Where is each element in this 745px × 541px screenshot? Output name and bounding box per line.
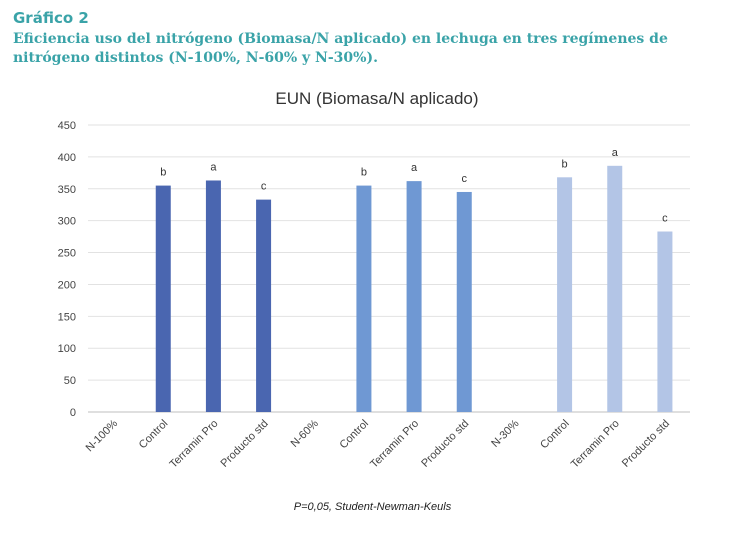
significance-letter: c — [462, 173, 468, 185]
bar — [607, 165, 623, 412]
bars — [155, 165, 673, 412]
bar — [356, 185, 372, 412]
y-tick-label: 200 — [58, 279, 76, 291]
y-tick-label: 400 — [58, 152, 76, 164]
figure-label: Gráfico 2 — [13, 9, 89, 27]
figure-caption: Eficiencia uso del nitrógeno (Biomasa/N … — [13, 31, 668, 66]
significance-letter: b — [361, 167, 367, 179]
x-tick-label: Terramin Pro — [368, 418, 421, 471]
chart-title: EUN (Biomasa/N aplicado) — [275, 89, 478, 108]
y-tick-label: 150 — [58, 311, 76, 323]
bar — [256, 199, 272, 412]
bar — [205, 180, 221, 412]
x-tick-label: Control — [538, 418, 572, 452]
x-tick-label: N-100% — [84, 417, 121, 454]
x-tick-label: Producto std — [219, 418, 271, 470]
grid-lines — [88, 124, 690, 413]
significance-letter: a — [612, 147, 619, 159]
y-tick-label: 0 — [70, 407, 76, 419]
significance-letter: a — [210, 161, 217, 173]
x-tick-label: Producto std — [419, 418, 471, 470]
x-tick-label: Terramin Pro — [168, 418, 221, 471]
significance-letter: b — [160, 167, 166, 179]
y-tick-label: 450 — [58, 120, 76, 132]
x-tick-label: N-60% — [289, 417, 321, 449]
significance-letters: b a c b a c b a c — [160, 147, 668, 225]
x-tick-label: Control — [137, 418, 171, 452]
y-tick-label: 350 — [58, 184, 76, 196]
significance-letter: c — [261, 181, 267, 193]
bar — [456, 191, 472, 412]
bar — [557, 177, 573, 412]
y-axis: 0 50 100 150 200 250 300 350 400 450 — [58, 120, 76, 419]
x-tick-label: Terramin Pro — [569, 418, 622, 471]
bar — [657, 231, 673, 412]
y-tick-label: 300 — [58, 216, 76, 228]
y-tick-label: 250 — [58, 248, 76, 260]
x-tick-label: N-30% — [489, 417, 521, 449]
x-tick-label: Producto std — [620, 418, 672, 470]
footnote: P=0,05, Student-Newman-Keuls — [293, 501, 452, 513]
x-tick-label: Control — [337, 418, 371, 452]
bar — [406, 181, 422, 412]
bar — [155, 185, 171, 412]
significance-letter: b — [562, 158, 568, 170]
significance-letter: a — [411, 162, 418, 174]
y-tick-label: 50 — [64, 375, 76, 387]
y-tick-label: 100 — [58, 343, 76, 355]
significance-letter: c — [662, 213, 668, 225]
